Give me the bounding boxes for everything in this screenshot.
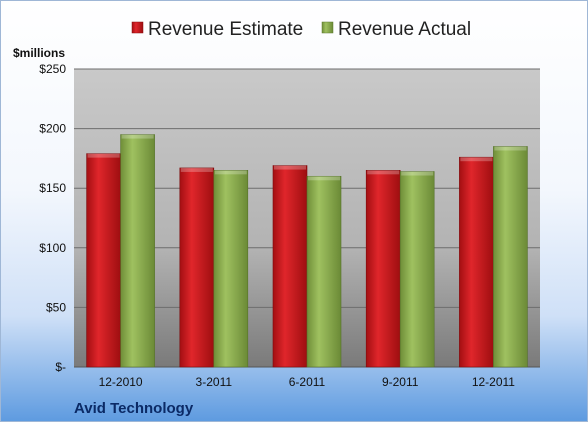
bar-revenue-estimate-9-2011: [365, 170, 401, 368]
bar-revenue-estimate-6-2011: [272, 165, 308, 368]
legend-label-revenue-actual: Revenue Actual: [338, 19, 471, 40]
y-unit-label: $millions: [13, 46, 65, 60]
bar-bevel: [274, 165, 306, 170]
x-tick-label: 12-2010: [99, 375, 143, 389]
y-tick-label: $100: [39, 241, 66, 255]
bar-bevel: [214, 170, 247, 175]
company-name: Avid Technology: [74, 400, 194, 417]
bar-bevel: [367, 170, 400, 175]
legend-swatch-revenue-estimate: [131, 21, 144, 34]
bar-bevel: [401, 171, 434, 176]
x-axis: 12-2010 3-2011 6-2011 9-2011 12-2011: [99, 375, 516, 389]
x-tick-label: 6-2011: [289, 375, 326, 389]
bar-bevel: [308, 176, 340, 181]
bar-bevel: [87, 153, 120, 158]
legend-swatch-revenue-actual: [321, 21, 334, 34]
y-tick-label: $150: [39, 181, 66, 195]
legend-label-revenue-estimate: Revenue Estimate: [148, 19, 303, 40]
bar-revenue-actual-6-2011: [306, 175, 342, 368]
x-tick-label: 3-2011: [196, 375, 233, 389]
bar-bevel: [180, 167, 213, 172]
bar-revenue-actual-3-2011: [213, 170, 249, 368]
bar-revenue-estimate-12-2010: [86, 153, 121, 368]
y-tick-label: $250: [39, 62, 66, 76]
y-tick-label: $50: [46, 300, 66, 314]
bar-bevel: [494, 146, 527, 151]
bar-revenue-actual-9-2011: [399, 171, 435, 368]
bars: [86, 134, 528, 368]
bar-revenue-actual-12-2010: [120, 134, 155, 368]
legend: Revenue Estimate Revenue Actual: [131, 19, 471, 40]
x-tick-label: 12-2011: [472, 375, 515, 389]
y-axis: $- $50 $100 $150 $200 $250: [39, 62, 66, 374]
y-tick-label: $-: [55, 360, 66, 374]
bar-revenue-estimate-3-2011: [179, 167, 215, 368]
y-tick-label: $200: [39, 122, 66, 136]
bar-revenue-actual-12-2011: [493, 146, 528, 368]
bar-revenue-estimate-12-2011: [459, 156, 494, 368]
x-tick-label: 9-2011: [382, 375, 419, 389]
bar-bevel: [460, 157, 493, 162]
bar-bevel: [121, 134, 154, 139]
